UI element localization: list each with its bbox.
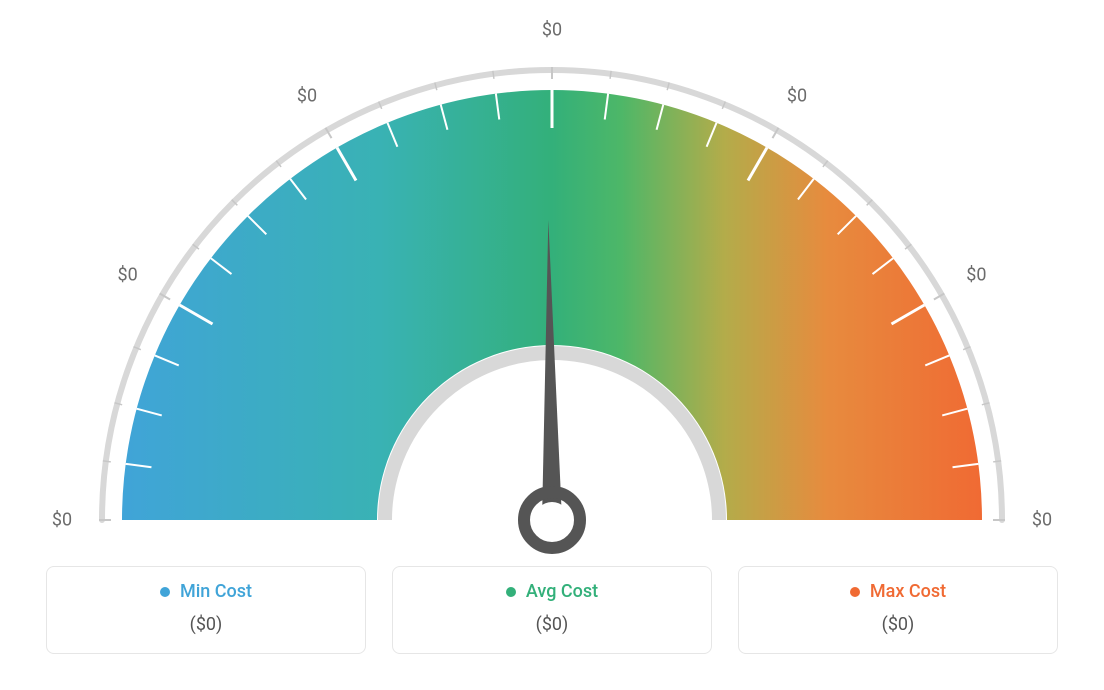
gauge-svg (0, 0, 1104, 560)
gauge-chart: $0 $0 $0 $0 $0 $0 $0 (0, 0, 1104, 560)
gauge-axis-label: $0 (52, 510, 72, 531)
legend-dot-max (850, 587, 860, 597)
legend-card-max: Max Cost ($0) (738, 566, 1058, 654)
legend-row: Min Cost ($0) Avg Cost ($0) Max Cost ($0… (0, 566, 1104, 654)
legend-value-min: ($0) (57, 614, 355, 635)
legend-title-min: Min Cost (160, 581, 252, 602)
legend-label-min: Min Cost (180, 581, 252, 602)
gauge-axis-label: $0 (542, 20, 562, 41)
gauge-axis-label: $0 (118, 265, 138, 286)
legend-label-avg: Avg Cost (526, 581, 598, 602)
gauge-axis-label: $0 (297, 85, 317, 106)
legend-value-avg: ($0) (403, 614, 701, 635)
legend-dot-min (160, 587, 170, 597)
legend-title-max: Max Cost (850, 581, 946, 602)
legend-card-avg: Avg Cost ($0) (392, 566, 712, 654)
gauge-axis-label: $0 (787, 85, 807, 106)
legend-dot-avg (506, 587, 516, 597)
legend-value-max: ($0) (749, 614, 1047, 635)
legend-card-min: Min Cost ($0) (46, 566, 366, 654)
gauge-axis-label: $0 (966, 265, 986, 286)
legend-label-max: Max Cost (870, 581, 946, 602)
gauge-axis-label: $0 (1032, 510, 1052, 531)
legend-title-avg: Avg Cost (506, 581, 598, 602)
